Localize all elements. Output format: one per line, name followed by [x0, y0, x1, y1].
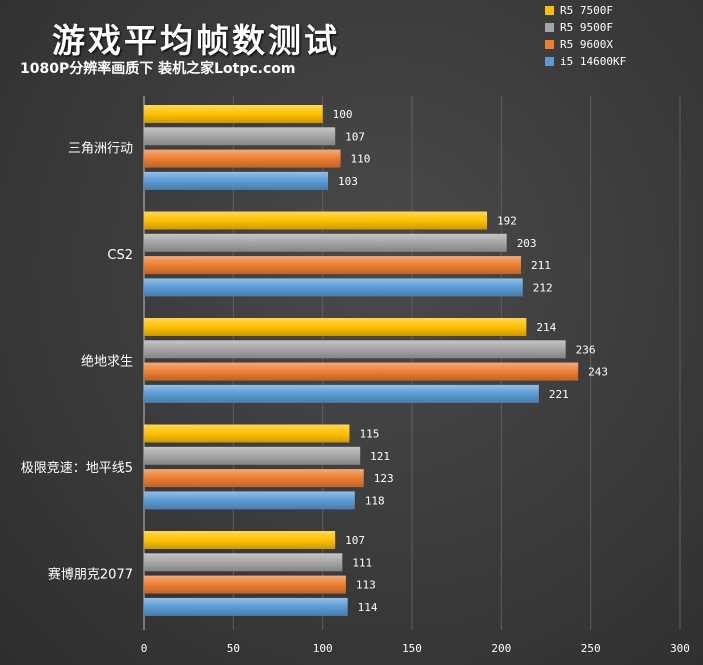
bar-value-label: 203: [517, 237, 537, 250]
legend-item-i5-14600kf: i5 14600KF: [545, 53, 626, 70]
bar-value-label: 110: [351, 153, 371, 166]
x-tick-label: 200: [491, 642, 511, 655]
chart-subtitle: 1080P分辨率画质下 装机之家Lotpc.com: [20, 61, 296, 77]
bar-value-label: 214: [536, 321, 556, 334]
bar: [144, 233, 507, 252]
legend-item-r5-9500f: R5 9500F: [545, 19, 626, 36]
bar-value-label: 121: [370, 450, 390, 463]
bar: [144, 531, 336, 549]
bar-value-label: 107: [345, 534, 365, 547]
bar-value-label: 111: [352, 556, 372, 569]
category-label: 三角洲行动: [68, 141, 133, 156]
bar: [144, 597, 348, 616]
x-tick-label: 0: [141, 642, 148, 655]
legend-swatch-i5-14600kf: [545, 57, 554, 66]
bar: [144, 446, 361, 465]
bar: [144, 171, 329, 190]
category-label: 绝地求生: [81, 353, 133, 369]
legend-label-r5-7500f: R5 7500F: [560, 4, 613, 17]
bar: [144, 553, 343, 572]
legend-item-r5-9600x: R5 9600X: [545, 36, 626, 53]
bar: [144, 149, 341, 168]
bar-value-label: 103: [338, 175, 358, 188]
bar-value-label: 100: [333, 108, 353, 121]
bar-value-label: 114: [358, 601, 378, 614]
bar-value-label: 212: [533, 281, 553, 294]
bar-value-label: 115: [359, 428, 379, 441]
bar: [144, 491, 355, 510]
bar-value-label: 192: [497, 215, 517, 228]
x-tick-label: 150: [402, 642, 422, 655]
bar-value-label: 236: [576, 343, 596, 356]
x-tick-label: 250: [581, 642, 601, 655]
bars: [144, 105, 579, 616]
bar: [144, 575, 346, 594]
bar: [144, 105, 323, 123]
bar: [144, 362, 579, 381]
bar-value-label: 243: [588, 366, 608, 379]
bar-value-label: 221: [549, 388, 569, 401]
bar: [144, 211, 488, 230]
x-tick-label: 50: [227, 642, 240, 655]
chart-title: 游戏平均帧数测试: [52, 21, 340, 60]
legend: R5 7500F R5 9500F R5 9600X i5 14600KF: [545, 2, 626, 70]
legend-item-r5-7500f: R5 7500F: [545, 2, 626, 19]
bar: [144, 278, 523, 297]
bar: [144, 424, 350, 443]
legend-swatch-r5-9600x: [545, 40, 554, 49]
bar: [144, 256, 521, 275]
legend-swatch-r5-7500f: [545, 6, 554, 15]
legend-swatch-r5-9500f: [545, 23, 554, 32]
bar-value-label: 107: [345, 130, 365, 143]
category-label: 赛博朋克2077: [48, 566, 133, 582]
bar-value-label: 113: [356, 579, 376, 592]
category-label: 极限竞速：地平线5: [21, 460, 133, 476]
bar-value-label: 211: [531, 259, 551, 272]
legend-label-r5-9600x: R5 9600X: [560, 38, 613, 51]
bar: [144, 384, 539, 403]
bar-value-label: 123: [374, 472, 394, 485]
x-tick-label: 300: [670, 642, 690, 655]
bar: [144, 340, 566, 359]
labels: 0 50 100 150 200 250 300 100 107 110 103 三角洲行动 19220…: [21, 108, 690, 655]
bar-value-label: 118: [365, 494, 385, 507]
x-tick-label: 100: [313, 642, 333, 655]
bar: [144, 469, 364, 488]
legend-label-i5-14600kf: i5 14600KF: [560, 55, 627, 68]
bar: [144, 127, 336, 146]
category-label: CS2: [107, 248, 133, 263]
bar: [144, 318, 527, 336]
legend-label-r5-9500f: R5 9500F: [560, 21, 613, 34]
